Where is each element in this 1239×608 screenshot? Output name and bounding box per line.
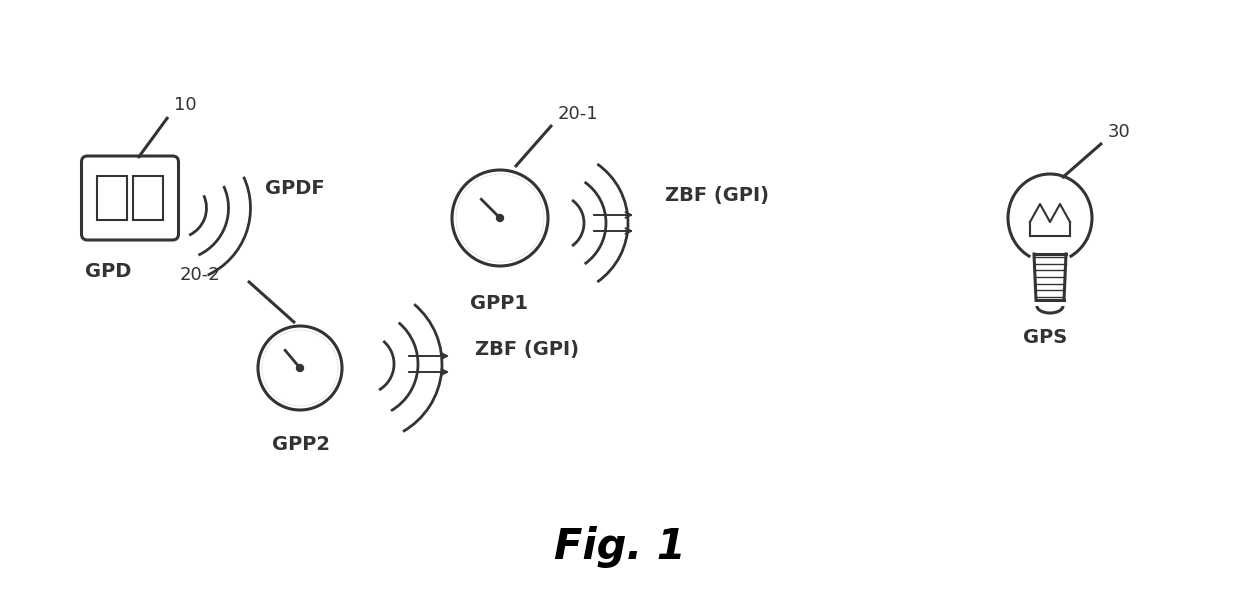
Circle shape [261,330,338,406]
Text: Fig. 1: Fig. 1 [554,526,686,568]
Text: 20-1: 20-1 [558,105,598,123]
Text: GPDF: GPDF [265,179,325,198]
Text: GPS: GPS [1023,328,1067,347]
Text: GPD: GPD [85,262,131,281]
Text: ZBF (GPI): ZBF (GPI) [475,340,579,359]
Text: ZBF (GPI): ZBF (GPI) [665,187,769,206]
Text: 30: 30 [1108,123,1131,141]
Circle shape [452,170,548,266]
Text: 20-2: 20-2 [180,266,221,284]
Circle shape [296,365,304,371]
Text: GPP1: GPP1 [470,294,528,313]
Text: 10: 10 [173,96,197,114]
Bar [133,176,164,220]
Circle shape [258,326,342,410]
Circle shape [456,174,544,262]
Bar [97,176,126,220]
FancyBboxPatch shape [82,156,178,240]
Circle shape [497,215,503,221]
Text: GPP2: GPP2 [273,435,330,454]
